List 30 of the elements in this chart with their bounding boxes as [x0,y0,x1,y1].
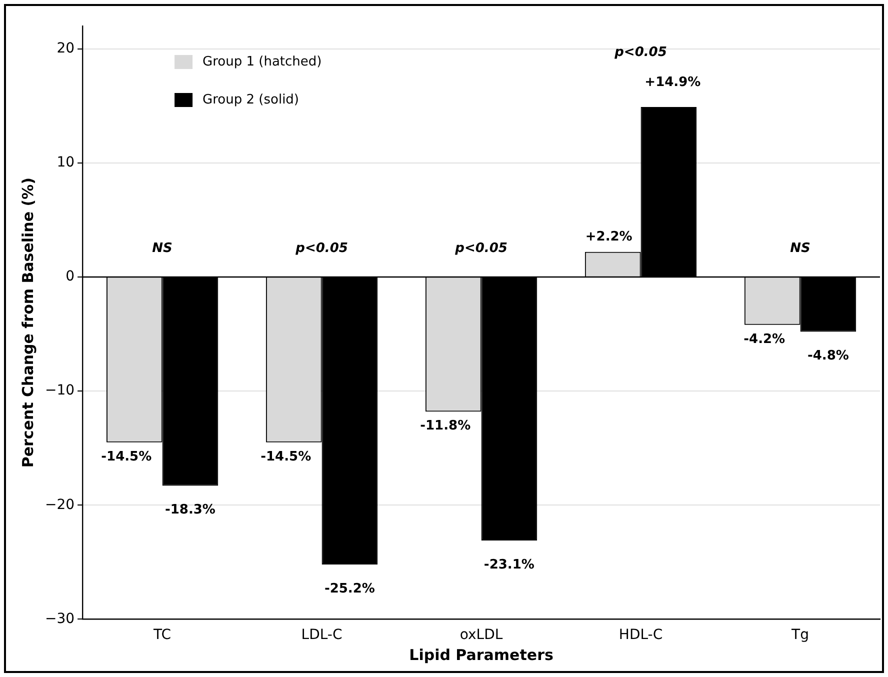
annotation: p<0.05 [454,240,508,256]
data-label: -14.5% [260,449,312,464]
data-label: -25.2% [324,581,375,596]
annotation: p<0.05 [614,44,667,60]
data-label: +14.9% [644,74,701,90]
y-tick-label: 20 [56,40,75,56]
annotation: NS [152,240,172,256]
data-label: -23.1% [484,557,534,572]
y-tick-label: −30 [45,610,75,627]
y-tick-label: 0 [66,268,75,285]
x-tick-label: HDL-C [618,627,663,644]
x-tick-label: Tg [790,627,809,644]
x-tick-label: oxLDL [460,627,503,644]
data-label: +2.2% [585,230,632,245]
y-axis-title: Percent Change from Baseline (%) [18,178,37,468]
data-label: -14.5% [101,449,152,464]
legend-label: Group 2 (solid) [202,92,300,108]
annotation: NS [790,240,810,256]
y-tick-label: −20 [45,496,75,513]
y-tick-label: −10 [45,382,75,399]
legend-label: Group 1 (hatched) [202,54,322,70]
x-tick-label: LDL-C [301,627,342,644]
x-axis-title: Lipid Parameters [409,646,554,664]
annotation: p<0.05 [294,240,348,256]
x-tick-label: TC [152,627,172,644]
data-label: -18.3% [164,502,216,518]
y-tick-label: 10 [56,154,75,171]
data-label: -4.2% [744,332,786,347]
data-label: -11.8% [420,418,471,434]
data-label: -4.8% [807,348,849,364]
